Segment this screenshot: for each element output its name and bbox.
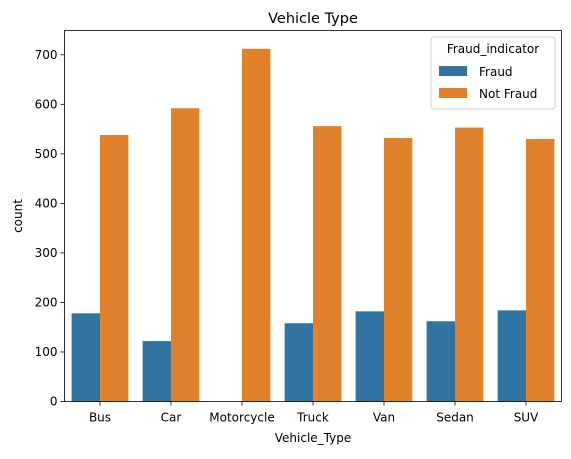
legend-title: Fraud_indicator: [447, 42, 539, 56]
bar-truck-fraud: [284, 323, 313, 402]
legend-swatch-not-fraud: [439, 88, 467, 98]
x-tick-label-bus: Bus: [89, 411, 111, 425]
y-tick-label-300: 300: [35, 246, 58, 260]
y-tick-label-700: 700: [35, 48, 58, 62]
legend: Fraud_indicator Fraud Not Fraud: [430, 36, 556, 110]
x-axis: Bus Car Motorcycle Truck Van Sedan SUV: [89, 401, 539, 425]
x-tick-label-suv: SUV: [514, 411, 539, 425]
x-tick-label-van: Van: [373, 411, 395, 425]
plot-frame: [64, 30, 562, 402]
x-tick-label-car: Car: [161, 411, 182, 425]
legend-label-fraud: Fraud: [479, 65, 513, 79]
y-axis-label: count: [11, 199, 25, 233]
bars-layer: [71, 48, 555, 402]
bar-suv-fraud: [497, 310, 526, 402]
bar-suv-not-fraud: [526, 138, 555, 402]
y-tick-label-0: 0: [50, 395, 58, 409]
x-tick-label-sedan: Sedan: [436, 411, 474, 425]
y-tick-label-400: 400: [35, 196, 58, 210]
x-tick-label-motorcycle: Motorcycle: [209, 411, 274, 425]
y-tick-label-200: 200: [35, 295, 58, 309]
y-axis: 0 100 200 300 400 500 600 700: [35, 48, 65, 409]
bar-van-fraud: [355, 311, 384, 402]
bar-sedan-fraud: [426, 321, 455, 402]
bar-truck-not-fraud: [313, 126, 342, 402]
bar-van-not-fraud: [384, 137, 413, 402]
y-tick-label-500: 500: [35, 147, 58, 161]
legend-swatch-fraud: [439, 66, 467, 76]
bar-bus-not-fraud: [100, 135, 129, 402]
bar-motorcycle-not-fraud: [242, 48, 271, 402]
legend-label-not-fraud: Not Fraud: [479, 87, 537, 101]
chart-title: Vehicle Type: [268, 11, 358, 27]
y-tick-label-100: 100: [35, 345, 58, 359]
y-tick-label-600: 600: [35, 97, 58, 111]
bar-bus-fraud: [71, 313, 100, 402]
bar-sedan-not-fraud: [455, 127, 484, 402]
bar-car-fraud: [142, 341, 171, 402]
x-axis-label: Vehicle_Type: [275, 431, 351, 445]
bar-car-not-fraud: [171, 108, 200, 402]
x-tick-label-truck: Truck: [296, 411, 329, 425]
